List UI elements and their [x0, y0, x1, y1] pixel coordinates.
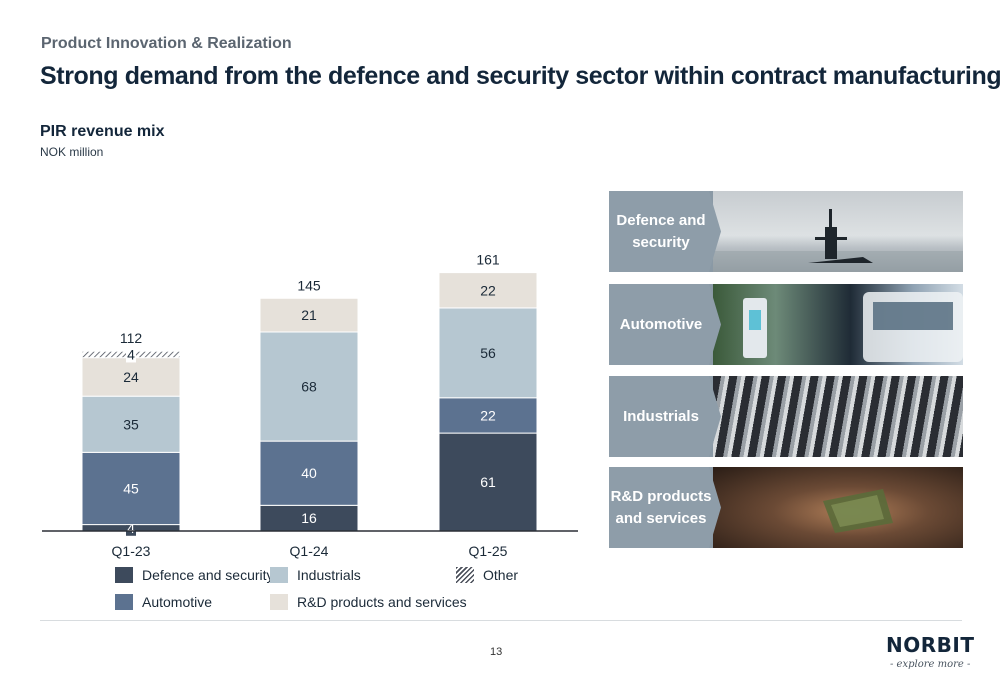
submarine-icon	[713, 209, 963, 272]
electric-bus-image	[713, 284, 963, 365]
segment-panel-defence: Defence and security	[609, 191, 963, 272]
bar-segment-automotive	[81, 451, 181, 526]
industrial-equipment-image	[713, 376, 963, 457]
bar-value-label: 68	[301, 379, 317, 395]
bar-segment-industrials	[81, 395, 181, 453]
legend-item-rd: R&D products and services	[270, 594, 467, 610]
segment-label-defence: Defence and security	[616, 211, 706, 251]
segment-chevron-industrials	[609, 376, 721, 457]
legend-swatch-defence	[115, 567, 133, 583]
logo-tagline: - explore more -	[890, 659, 971, 670]
bar-value-label: 22	[480, 282, 496, 298]
bar-segment-rd	[81, 357, 181, 397]
segment-chevron-defence	[609, 191, 721, 272]
bar-segment-automotive	[438, 397, 538, 434]
bar-value-label: 21	[301, 307, 317, 323]
x-tick-label: Q1-23	[112, 543, 151, 559]
charging-station-icon	[743, 292, 963, 362]
bar-segment-rd	[438, 272, 538, 309]
segment-panel-industrials: Industrials	[609, 376, 963, 457]
bar-value-label: 45	[123, 480, 139, 496]
bar-total-label: 161	[476, 252, 500, 268]
legend-label-defence: Defence and security	[142, 567, 274, 583]
legend-label-rd: R&D products and services	[297, 594, 467, 610]
segment-panel-automotive: Automotive	[609, 284, 963, 365]
section-title: Product Innovation & Realization	[41, 35, 292, 52]
bar-value-label: 61	[480, 474, 496, 490]
page-title: Strong demand from the defence and secur…	[40, 62, 1000, 90]
x-tick-label: Q1-24	[290, 543, 329, 559]
chart-title: PIR revenue mix	[40, 123, 165, 140]
segment-chevron-rd	[609, 467, 721, 548]
bar-total-label: 145	[297, 277, 321, 293]
bar-segment-industrials	[259, 331, 359, 442]
bar-value-label: 56	[480, 345, 496, 361]
bar-value-label: 35	[123, 416, 139, 432]
circuit-board-icon	[823, 489, 893, 533]
legend-label-other: Other	[483, 567, 519, 583]
legend-item-other: Other	[456, 567, 518, 583]
legend-label-automotive: Automotive	[142, 594, 213, 610]
legend-item-industrials: Industrials	[270, 567, 361, 583]
bar-total-label: 112	[120, 330, 143, 346]
legend-item-defence: Defence and security	[115, 567, 274, 583]
bar-segment-industrials	[438, 307, 538, 399]
bar-value-label: 40	[301, 465, 317, 481]
page-number: 13	[490, 646, 503, 658]
revenue-mix-chart: 44535244112Q1-2316406821145Q1-2461225622…	[42, 252, 578, 559]
bar-label-tag	[126, 346, 136, 363]
legend-label-industrials: Industrials	[297, 567, 361, 583]
segment-panel-rd: R&D products and services	[609, 467, 963, 548]
segment-chevron-automotive	[609, 284, 721, 365]
legend-swatch-rd	[270, 594, 288, 610]
segment-label-automotive: Automotive	[619, 315, 703, 333]
segment-label-industrials: Industrials	[623, 407, 699, 425]
bar-value-label: 16	[301, 510, 317, 526]
legend-item-automotive: Automotive	[115, 594, 212, 610]
bar-value-label: 4	[127, 346, 135, 362]
norbit-logo: NORBIT	[886, 633, 975, 657]
footer-divider	[40, 620, 962, 621]
circuit-board-image	[713, 467, 963, 548]
bar-value-label: 4	[127, 520, 135, 536]
legend-swatch-other	[456, 567, 474, 583]
bar-segment-rd	[259, 297, 359, 333]
chart-unit: NOK million	[40, 145, 104, 159]
legend-swatch-automotive	[115, 594, 133, 610]
bar-segment-automotive	[259, 440, 359, 506]
segment-label-rd: R&D products and services	[610, 487, 712, 527]
bar-value-label: 22	[480, 407, 496, 423]
submarine-image	[713, 191, 963, 272]
bar-label-tag	[126, 519, 136, 536]
bar-value-label: 24	[123, 369, 139, 385]
x-tick-label: Q1-25	[469, 543, 508, 559]
legend-swatch-industrials	[270, 567, 288, 583]
